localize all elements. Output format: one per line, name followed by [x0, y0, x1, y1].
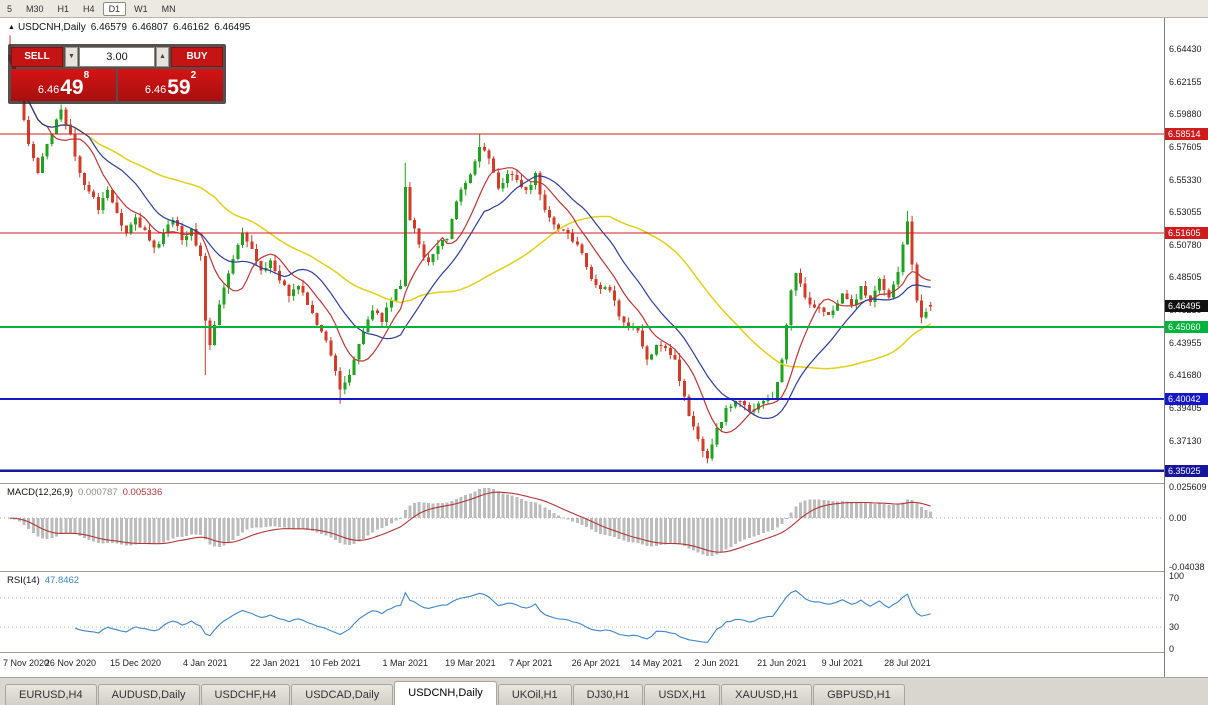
volume-control: ▼ ▲ — [65, 47, 169, 67]
symbol-tab-dj30-h1[interactable]: DJ30,H1 — [572, 684, 644, 705]
macd-panel-divider[interactable] — [0, 483, 1208, 484]
sell-button[interactable]: SELL — [11, 47, 63, 67]
macd-axis-label: -0.04038 — [1169, 562, 1205, 572]
date-tick-label: 1 Mar 2021 — [382, 658, 429, 668]
timeframe-toolbar: 5 M30 H1 H4 D1 W1 MN — [0, 0, 1208, 18]
price-tick-label: 6.37130 — [1169, 435, 1202, 446]
price-tick-label: 6.53055 — [1169, 207, 1202, 218]
tf-button-M30[interactable]: M30 — [20, 2, 50, 16]
symbol-tab-usdchf-h4[interactable]: USDCHF,H4 — [200, 684, 291, 705]
date-tick-label: 2 Jun 2021 — [694, 658, 740, 668]
main-chart-canvas[interactable] — [0, 18, 1164, 483]
price-tick-label: 6.64430 — [1169, 44, 1202, 54]
buy-price-big: 59 — [167, 76, 191, 99]
rsi-panel-divider[interactable] — [0, 571, 1208, 572]
price-tick-label: 6.39405 — [1169, 403, 1202, 413]
price-tick-label: 6.50780 — [1169, 239, 1202, 250]
date-tick-label: 4 Jan 2021 — [183, 658, 228, 668]
price-tick-label: 6.41680 — [1169, 370, 1202, 381]
macd-value-main: 0.000787 — [78, 487, 118, 498]
sell-price-sup: 8 — [83, 70, 90, 81]
ohlc-high: 6.46807 — [131, 22, 169, 33]
volume-input[interactable] — [79, 47, 155, 67]
ohlc-open: 6.46579 — [90, 22, 127, 33]
date-tick-label: 21 Jun 2021 — [757, 658, 807, 668]
tf-button-H4[interactable]: H4 — [77, 2, 101, 16]
macd-value-signal: 0.005336 — [122, 487, 163, 498]
buy-button[interactable]: BUY — [171, 47, 223, 67]
tf-button-D1[interactable]: D1 — [102, 1, 127, 16]
level-price-badge: 6.40042 — [1165, 392, 1208, 405]
ohlc-close: 6.46495 — [214, 22, 251, 33]
tf-button-MN[interactable]: MN — [156, 2, 182, 16]
buy-price-prefix: 6.46 — [144, 84, 167, 96]
tf-button-5[interactable]: 5 — [1, 2, 18, 16]
macd-axis-label: 0.025609 — [1169, 482, 1207, 492]
date-tick-label: 28 Jul 2021 — [884, 658, 931, 668]
symbol-tab-audusd-daily[interactable]: AUDUSD,Daily — [97, 684, 200, 705]
price-tick-label: 6.55330 — [1169, 174, 1202, 185]
date-tick-label: 14 May 2021 — [630, 658, 683, 668]
symbol-tab-usdx-h1[interactable]: USDX,H1 — [644, 684, 721, 705]
date-tick-label: 15 Dec 2020 — [110, 658, 162, 668]
buy-price-sup: 2 — [190, 70, 197, 81]
date-tick-label: 7 Nov 2020 — [3, 658, 50, 668]
rsi-value: 47.8462 — [44, 575, 80, 586]
level-price-badge: 6.51605 — [1165, 226, 1208, 239]
chart-symbol-icon: ▲ — [8, 24, 15, 31]
macd-label: MACD(12,26,9) — [7, 487, 73, 498]
volume-decrease-button[interactable]: ▼ — [65, 47, 78, 67]
price-axis: 6.64430 6.62155 6.59880 6.57605 6.55330 6.530… — [1164, 18, 1208, 677]
level-price-badge: 6.45060 — [1165, 320, 1208, 333]
date-tick-label: 22 Jan 2021 — [250, 658, 300, 668]
rsi-axis-label: 70 — [1169, 592, 1180, 603]
price-tick-label: 6.48505 — [1169, 272, 1202, 283]
current-price-badge: 6.46495 — [1165, 300, 1208, 313]
tf-button-H1[interactable]: H1 — [52, 2, 76, 16]
macd-axis-label: 0.00 — [1169, 513, 1187, 524]
date-tick-label: 19 Mar 2021 — [445, 658, 496, 668]
symbol-tab-usdcnh-daily[interactable]: USDCNH,Daily — [394, 681, 497, 705]
date-tick-label: 9 Jul 2021 — [821, 658, 864, 668]
trade-prices-row: 6.46 49 8 6.46 59 2 — [11, 69, 223, 101]
date-tick-label: 7 Apr 2021 — [509, 658, 553, 668]
buy-price-tile[interactable]: 6.46 59 2 — [118, 69, 223, 101]
macd-label-row: MACD(12,26,9) 0.000787 0.005336 — [7, 487, 162, 498]
chart-ohlc-header: ▲ USDCNH,Daily 6.46579 6.46807 6.46162 6.4649… — [8, 22, 250, 33]
chart-title: USDCNH,Daily — [17, 22, 86, 33]
symbol-tab-xauusd-h1[interactable]: XAUUSD,H1 — [721, 684, 813, 705]
level-price-badge: 6.35025 — [1165, 464, 1208, 477]
level-price-badge: 6.58514 — [1165, 127, 1208, 140]
symbol-tab-bar: EURUSD,H4 AUDUSD,Daily USDCHF,H4 USDCAD,Dai… — [0, 677, 1208, 705]
symbol-tab-ukoil-h1[interactable]: UKOil,H1 — [497, 684, 572, 705]
sell-price-tile[interactable]: 6.46 49 8 — [11, 69, 116, 101]
rsi-axis-label: 30 — [1169, 622, 1180, 633]
rsi-canvas — [0, 590, 1164, 643]
symbol-tab-eurusd-h4[interactable]: EURUSD,H4 — [5, 684, 97, 705]
price-tick-label: 6.43955 — [1169, 337, 1202, 348]
price-tick-label: 6.57605 — [1169, 141, 1202, 152]
sell-price-big: 49 — [60, 76, 84, 99]
date-tick-label: 26 Apr 2021 — [571, 658, 621, 668]
date-axis: 7 Nov 2020 26 Nov 2020 15 Dec 2020 4 Jan 20… — [0, 653, 1164, 677]
ohlc-low: 6.46162 — [173, 22, 210, 33]
date-tick-label: 26 Nov 2020 — [44, 658, 96, 668]
macd-canvas — [0, 487, 1164, 557]
volume-increase-button[interactable]: ▲ — [156, 47, 169, 67]
rsi-label-row: RSI(14) 47.8462 — [7, 575, 79, 586]
date-axis-divider — [0, 652, 1208, 653]
trade-controls-row: SELL ▼ ▲ BUY — [11, 47, 223, 67]
rsi-axis-label: 100 — [1169, 571, 1185, 581]
price-tick-label: 6.59880 — [1169, 109, 1202, 120]
date-tick-label: 10 Feb 2021 — [310, 658, 361, 668]
price-tick-label: 6.62155 — [1169, 76, 1202, 87]
symbol-tab-gbpusd-h1[interactable]: GBPUSD,H1 — [813, 684, 905, 705]
rsi-axis-label: 0 — [1169, 644, 1175, 654]
rsi-label: RSI(14) — [7, 575, 40, 586]
sell-price-prefix: 6.46 — [37, 84, 60, 96]
symbol-tab-usdcad-daily[interactable]: USDCAD,Daily — [291, 684, 394, 705]
tf-button-W1[interactable]: W1 — [128, 2, 154, 16]
